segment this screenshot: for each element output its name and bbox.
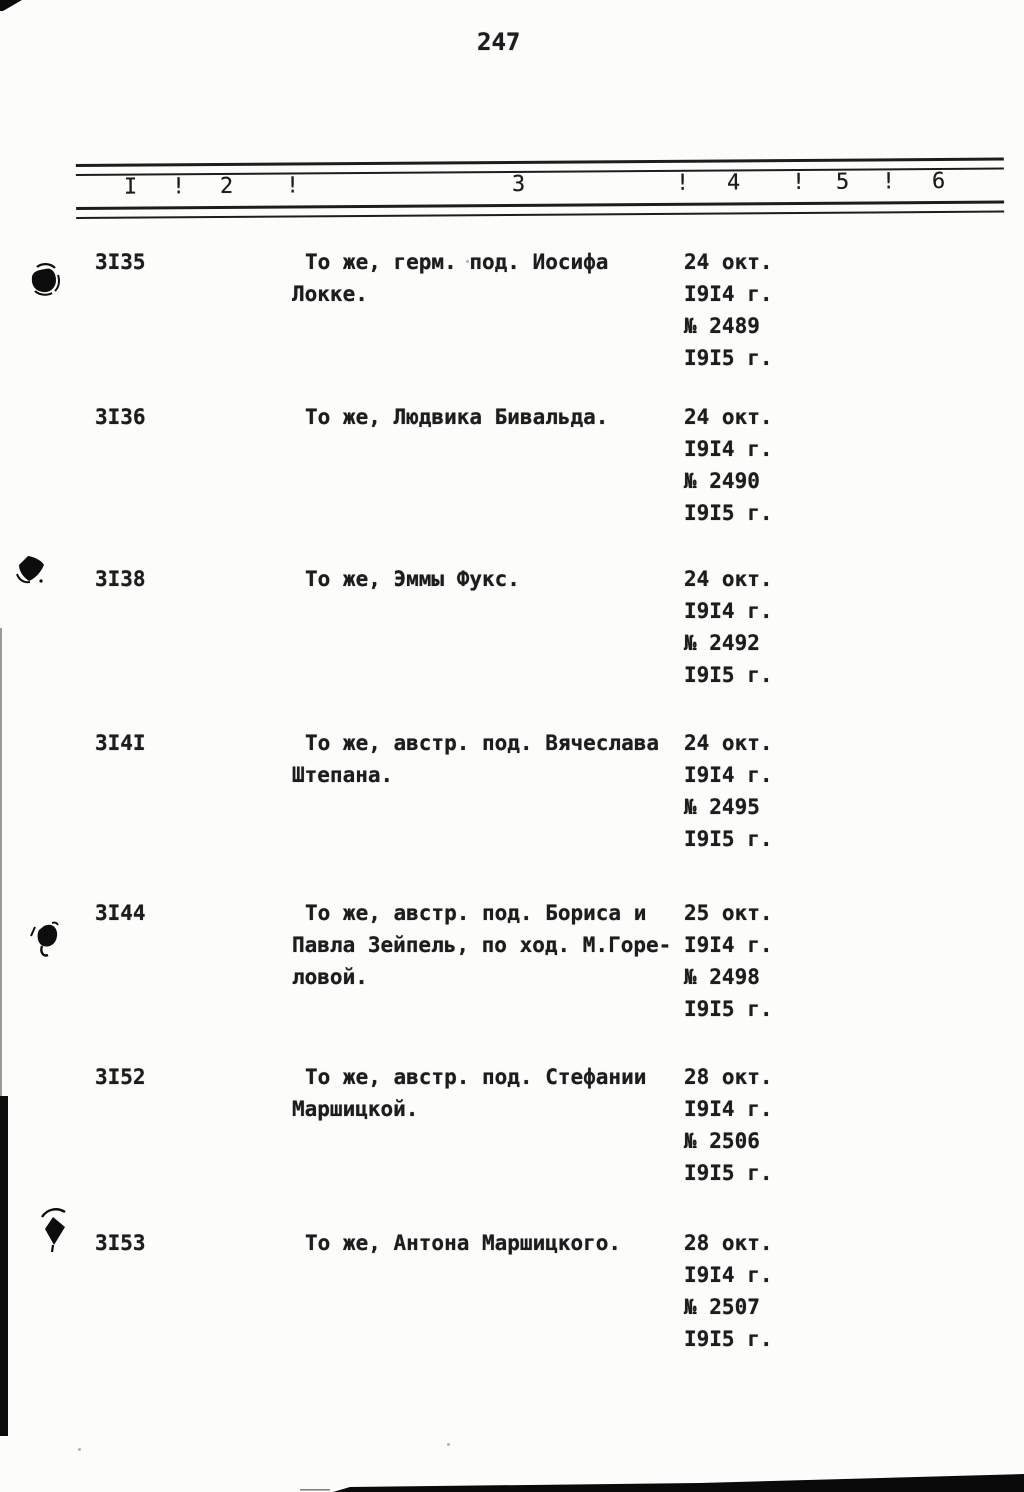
scan-speck: [447, 1443, 450, 1446]
date-line: 24 окт.: [684, 405, 773, 429]
scan-edge-line: [0, 628, 2, 1098]
date-line: 24 окт.: [684, 250, 773, 274]
date-line: № 2506: [684, 1129, 760, 1153]
scan-speck: [78, 1448, 81, 1451]
row-id-cell: 3I36: [95, 405, 146, 429]
description-line: То же, Людвика Бивальда.: [305, 405, 609, 429]
ink-blot-triangle: [16, 556, 44, 584]
row-id-cell: 3I38: [95, 567, 146, 591]
date-line: I9I4 г.: [684, 599, 773, 623]
date-line: № 2492: [684, 631, 760, 655]
row-id-cell: 3I4I: [95, 731, 146, 755]
header-cell: 2: [219, 173, 234, 199]
date-line: I9I5 г.: [684, 663, 773, 687]
row-date-cell: 24 окт. I9I4 г. № 2492 I9I5 г.: [684, 563, 884, 691]
date-line: № 2489: [684, 314, 760, 338]
description-line: Павла Зейпель, по ход. М.Горе-: [292, 933, 672, 957]
header-cell: I: [123, 174, 138, 200]
ink-blot-round: [31, 263, 60, 296]
ink-blot-leaf: [30, 921, 59, 957]
description-line: То же, Антона Маршицкого.: [305, 1231, 622, 1255]
date-line: I9I5 г.: [684, 997, 773, 1021]
description-line: Локке.: [292, 282, 368, 306]
header-rule-top: [75, 157, 1004, 177]
date-line: № 2498: [684, 965, 760, 989]
date-line: 28 окт.: [684, 1065, 773, 1089]
date-line: № 2490: [684, 469, 760, 493]
description-line: То же, Эммы Фукс.: [305, 567, 520, 591]
date-line: I9I4 г.: [684, 933, 773, 957]
date-line: 28 окт.: [684, 1231, 773, 1255]
row-description-cell: То же, Людвика Бивальда.: [292, 401, 692, 433]
date-line: I9I4 г.: [684, 763, 773, 787]
date-line: 25 окт.: [684, 901, 773, 925]
header-cell: !: [171, 174, 186, 200]
row-description-cell: То же, Антона Маршицкого.: [292, 1227, 692, 1259]
row-date-cell: 24 окт. I9I4 г. № 2495 I9I5 г.: [684, 727, 884, 855]
description-line: То же, герм. под. Иосифа: [305, 250, 609, 274]
corner-fold-mark: [0, 0, 22, 11]
date-line: 24 окт.: [684, 567, 773, 591]
row-description-cell: То же, герм. под. Иосифа Локке.: [292, 246, 692, 310]
ink-blot-kite: [40, 1208, 66, 1253]
date-line: I9I4 г.: [684, 1097, 773, 1121]
header-cell: 5: [835, 169, 850, 195]
date-line: I9I5 г.: [684, 827, 773, 851]
row-description-cell: То же, австр. под. Вячеслава Штепана.: [292, 727, 692, 791]
date-line: № 2507: [684, 1295, 760, 1319]
row-date-cell: 25 окт. I9I4 г. № 2498 I9I5 г.: [684, 897, 884, 1025]
row-date-cell: 28 окт. I9I4 г. № 2507 I9I5 г.: [684, 1227, 884, 1355]
date-line: I9I4 г.: [684, 282, 773, 306]
row-description-cell: То же, Эммы Фукс.: [292, 563, 692, 595]
header-rule-bottom: [76, 200, 1005, 219]
row-date-cell: 28 окт. I9I4 г. № 2506 I9I5 г.: [684, 1061, 884, 1189]
scan-bottom-band: [300, 1474, 1024, 1492]
description-line: Штепана.: [292, 763, 394, 787]
date-line: I9I5 г.: [684, 501, 773, 525]
date-line: I9I4 г.: [684, 1263, 773, 1287]
header-cell: 3: [511, 171, 526, 197]
date-line: I9I5 г.: [684, 1327, 773, 1351]
row-id-cell: 3I35: [95, 250, 146, 274]
header-cell: !: [791, 169, 806, 196]
row-description-cell: То же, австр. под. Бориса и Павла Зейпель…: [292, 897, 692, 993]
description-line: ловой.: [292, 965, 368, 989]
scan-edge-bar: [0, 1096, 8, 1436]
row-id-cell: 3I52: [95, 1065, 146, 1089]
row-id-cell: 3I44: [95, 901, 146, 925]
header-cell: !: [881, 169, 896, 195]
date-line: I9I4 г.: [684, 437, 773, 461]
header-cell: 6: [931, 168, 946, 195]
date-line: № 2495: [684, 795, 760, 819]
header-cell: !: [675, 170, 690, 196]
date-line: I9I5 г.: [684, 1161, 773, 1185]
page-number: 247: [477, 28, 521, 56]
row-id-cell: 3I53: [95, 1231, 146, 1255]
header-cell: 4: [726, 170, 741, 196]
date-line: 24 окт.: [684, 731, 773, 755]
row-description-cell: То же, австр. под. Стефании Маршицкой.: [292, 1061, 692, 1125]
table-header: I! 2! 3! 4! 5! 6: [75, 157, 1005, 219]
description-line: То же, австр. под. Стефании: [305, 1065, 647, 1089]
description-line: Маршицкой.: [292, 1097, 419, 1121]
description-line: То же, австр. под. Бориса и: [305, 901, 647, 925]
header-cell: !: [285, 173, 300, 199]
description-line: То же, австр. под. Вячеслава: [305, 731, 660, 755]
date-line: I9I5 г.: [684, 346, 773, 370]
row-date-cell: 24 окт. I9I4 г. № 2490 I9I5 г.: [684, 401, 884, 529]
row-date-cell: 24 окт. I9I4 г. № 2489 I9I5 г.: [684, 246, 884, 374]
